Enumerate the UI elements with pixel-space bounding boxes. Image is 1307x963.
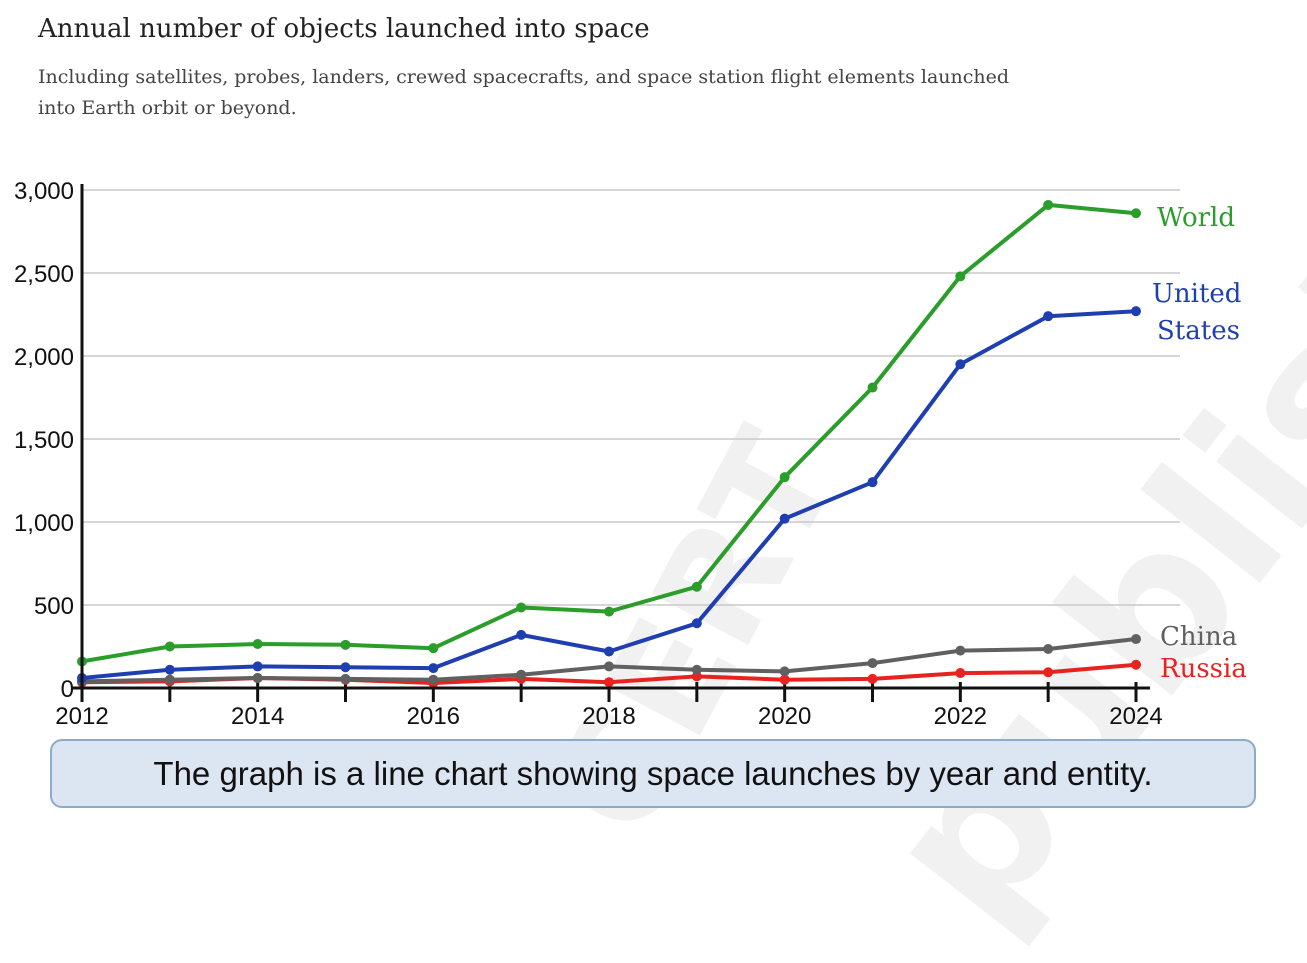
data-point xyxy=(1043,199,1054,210)
caption-text: The graph is a line chart showing space … xyxy=(153,754,1153,792)
data-point xyxy=(340,662,351,673)
y-tick-label: 2,000 xyxy=(14,344,74,371)
data-point xyxy=(516,669,527,680)
y-tick-label: 2,500 xyxy=(14,261,74,288)
series-label: World xyxy=(1157,203,1235,233)
data-point xyxy=(516,629,527,640)
data-point xyxy=(340,639,351,650)
data-point xyxy=(691,581,702,592)
data-point xyxy=(691,618,702,629)
data-point xyxy=(955,668,966,679)
x-tick-label: 2022 xyxy=(934,703,987,730)
data-point xyxy=(428,663,439,674)
data-point xyxy=(691,664,702,675)
data-point xyxy=(164,674,175,685)
data-point xyxy=(955,359,966,370)
y-tick-label: 500 xyxy=(34,593,74,620)
data-point xyxy=(779,674,790,685)
data-point xyxy=(1043,311,1054,322)
series-label: States xyxy=(1157,316,1240,346)
data-point xyxy=(604,606,614,617)
data-point xyxy=(428,643,439,654)
data-point xyxy=(1131,306,1141,317)
y-tick-label: 0 xyxy=(61,676,74,703)
data-point xyxy=(1131,659,1141,670)
y-tick-label: 3,000 xyxy=(14,178,74,205)
data-point xyxy=(252,639,263,650)
data-point xyxy=(955,271,966,282)
series-lines xyxy=(77,199,1141,689)
data-point xyxy=(779,513,790,524)
y-tick-label: 1,000 xyxy=(14,510,74,537)
data-point xyxy=(867,673,878,684)
data-point xyxy=(1131,208,1141,219)
caption-box: The graph is a line chart showing space … xyxy=(50,739,1256,808)
gridlines xyxy=(82,189,1180,606)
series-line xyxy=(80,309,1138,680)
data-point xyxy=(340,673,351,684)
data-point xyxy=(779,666,790,677)
chart-title: Annual number of objects launched into s… xyxy=(38,14,650,44)
data-point xyxy=(1131,634,1141,645)
y-tick-label: 1,500 xyxy=(14,427,74,454)
data-point xyxy=(516,602,527,613)
x-tick-label: 2012 xyxy=(55,703,108,730)
chart-subtitle: Including satellites, probes, landers, c… xyxy=(38,66,1010,119)
y-axis-ticks: 0 500 1,000 1,500 2,000 2,500 3,000 xyxy=(14,178,74,703)
x-tick-label: 2016 xyxy=(407,703,460,730)
line-chart: 0 500 1,000 1,500 2,000 2,500 3,000 2012 2014 20… xyxy=(14,178,1247,730)
data-point xyxy=(1043,667,1054,678)
data-point xyxy=(604,677,614,688)
x-tick-label: 2024 xyxy=(1109,703,1162,730)
data-point xyxy=(252,673,263,684)
data-point xyxy=(604,661,614,672)
data-point xyxy=(867,477,878,488)
axes xyxy=(72,184,1150,690)
data-point xyxy=(428,674,439,685)
data-point xyxy=(164,641,175,652)
data-point xyxy=(955,645,966,656)
series-label: Russia xyxy=(1160,654,1247,684)
x-tick-label: 2018 xyxy=(582,703,635,730)
data-point xyxy=(779,472,790,483)
data-point xyxy=(1043,643,1054,654)
x-tick-label: 2014 xyxy=(231,703,284,730)
series-label: China xyxy=(1160,622,1237,652)
data-point xyxy=(604,646,614,657)
data-point xyxy=(867,658,878,669)
data-point xyxy=(252,661,263,672)
data-point xyxy=(164,664,175,675)
data-point xyxy=(867,382,878,393)
series-label: United xyxy=(1152,279,1241,309)
x-tick-label: 2020 xyxy=(758,703,811,730)
